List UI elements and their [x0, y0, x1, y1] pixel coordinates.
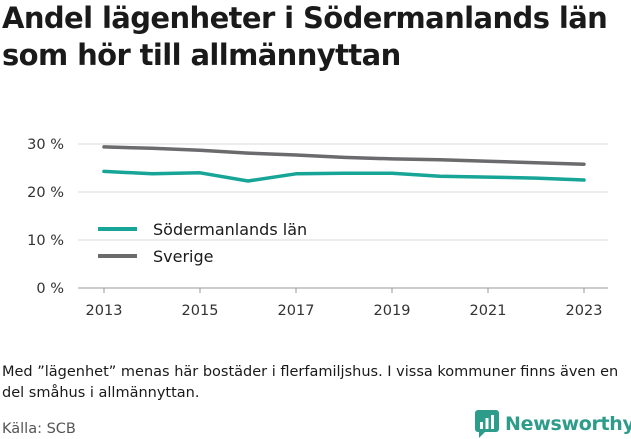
chart-note: Med ”lägenhet” menas här bostäder i fler…: [2, 364, 619, 401]
legend-label: Sverige: [153, 247, 214, 266]
y-tick-label: 20 %: [27, 185, 64, 201]
series-line-s-dermanlands-l-n: [102, 169, 586, 183]
y-tick-label: 10 %: [27, 233, 64, 249]
y-tick-label: 0 %: [36, 281, 64, 297]
source-label: Källa: SCB: [2, 421, 76, 437]
brand-name: Newsworthy: [505, 413, 631, 435]
legend-background: [89, 242, 329, 264]
x-tick-label: 2023: [566, 303, 603, 319]
series-line-sverige: [102, 145, 586, 166]
newsworthy-logo-icon: [475, 410, 499, 438]
newsworthy-logo[interactable]: Newsworthy: [475, 410, 631, 438]
legend-background: [89, 215, 329, 237]
line-chart: 0 % 10 % 20 % 30 % 2013 2015 2017 2019 2021 2023 S…: [27, 137, 608, 319]
x-tick-label: 2015: [182, 303, 219, 319]
x-tick-label: 2021: [470, 303, 507, 319]
x-tick-label: 2013: [86, 303, 123, 319]
legend-label: Södermanlands län: [153, 220, 307, 239]
x-tick-label: 2019: [374, 303, 411, 319]
x-tick-label: 2017: [278, 303, 315, 319]
chart-title: Andel lägenheter i Södermanlands län som…: [2, 1, 608, 72]
y-tick-label: 30 %: [27, 137, 64, 153]
